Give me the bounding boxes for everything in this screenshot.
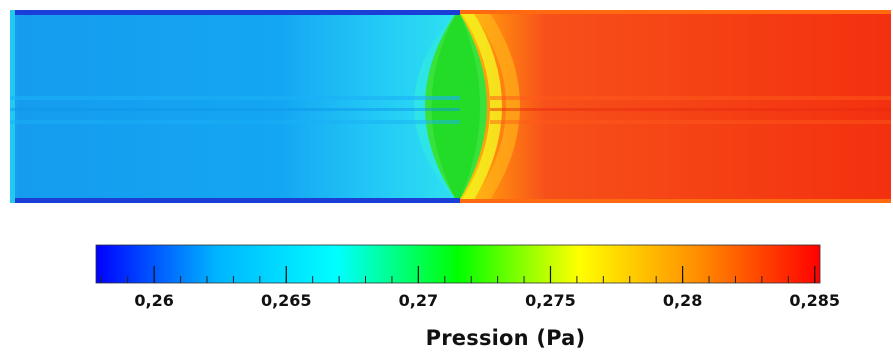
colorbar-tick-label: 0,26 xyxy=(134,291,173,310)
colorbar-tick-label: 0,275 xyxy=(525,291,576,310)
colorbar-title: Pression (Pa) xyxy=(0,326,893,350)
colorbar-tick-label: 0,28 xyxy=(663,291,702,310)
colorbar-tick-label: 0,27 xyxy=(399,291,438,310)
colorbar-tick-label: 0,265 xyxy=(261,291,312,310)
colorbar-ticks xyxy=(100,266,816,283)
colorbar-tick-labels: 0,26 0,265 0,27 0,275 0,28 0,285 xyxy=(134,291,840,310)
colorbar-title-text: Pression (Pa) xyxy=(425,326,586,350)
colorbar-gradient xyxy=(95,244,821,284)
pressure-field-plot xyxy=(10,10,891,203)
colorbar-tick-label: 0,285 xyxy=(789,291,840,310)
